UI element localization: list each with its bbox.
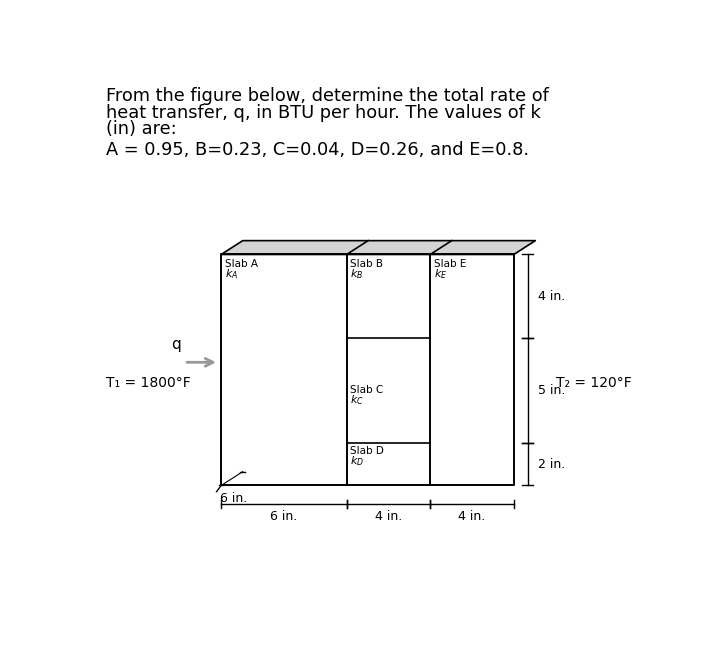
- Text: $k_E$: $k_E$: [434, 268, 447, 281]
- Text: T₂ = 120°F: T₂ = 120°F: [556, 376, 632, 390]
- Text: T₁ = 1800°F: T₁ = 1800°F: [106, 376, 190, 390]
- Text: Slab C: Slab C: [351, 385, 384, 395]
- Text: $k_A$: $k_A$: [225, 268, 238, 281]
- Text: 6 in.: 6 in.: [270, 510, 297, 523]
- Text: 4 in.: 4 in.: [459, 510, 485, 523]
- Text: 6 in.: 6 in.: [220, 492, 247, 506]
- Text: 4 in.: 4 in.: [374, 510, 402, 523]
- Text: Slab D: Slab D: [351, 446, 384, 456]
- Polygon shape: [221, 241, 535, 255]
- Text: Slab B: Slab B: [351, 259, 384, 269]
- Text: 5 in.: 5 in.: [538, 384, 565, 397]
- Text: q: q: [171, 337, 181, 352]
- Text: (in) are:: (in) are:: [106, 120, 176, 138]
- Text: Slab E: Slab E: [434, 259, 467, 269]
- Text: From the figure below, determine the total rate of: From the figure below, determine the tot…: [106, 88, 549, 105]
- Text: 2 in.: 2 in.: [538, 458, 565, 471]
- Text: 4 in.: 4 in.: [538, 290, 565, 303]
- Text: $k_C$: $k_C$: [351, 393, 364, 407]
- Text: $k_B$: $k_B$: [351, 268, 364, 281]
- Text: Slab A: Slab A: [225, 259, 258, 269]
- Text: A = 0.95, B=0.23, C=0.04, D=0.26, and E=0.8.: A = 0.95, B=0.23, C=0.04, D=0.26, and E=…: [106, 141, 528, 159]
- Text: heat transfer, q, in BTU per hour. The values of k: heat transfer, q, in BTU per hour. The v…: [106, 104, 541, 121]
- Text: $k_D$: $k_D$: [351, 454, 364, 468]
- Polygon shape: [221, 255, 514, 486]
